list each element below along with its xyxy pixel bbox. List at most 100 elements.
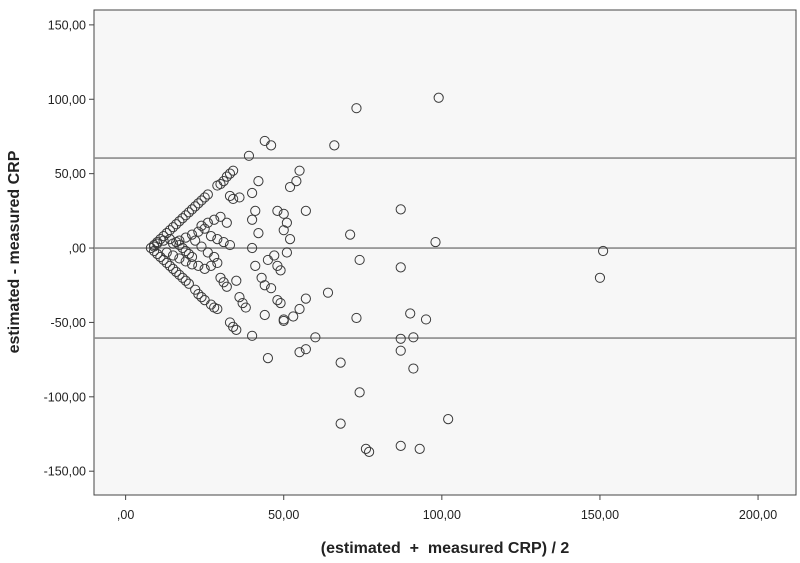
data-point: [247, 330, 258, 341]
data-point: [148, 241, 160, 252]
data-point: [167, 222, 179, 233]
data-point: [158, 254, 169, 266]
data-point: [405, 308, 416, 319]
data-point: [174, 239, 185, 251]
data-point: [212, 234, 223, 245]
data-point: [193, 198, 204, 209]
data-point: [228, 165, 239, 176]
data-point: [395, 440, 406, 452]
y-tick-label: 100,00: [48, 93, 86, 107]
data-point: [205, 231, 217, 242]
data-point: [278, 208, 289, 219]
x-axis-title: (estimated + measured CRP) / 2: [321, 540, 570, 557]
data-point: [152, 248, 163, 260]
data-point: [281, 217, 292, 228]
data-point: [395, 262, 406, 273]
data-point: [152, 238, 163, 249]
data-point: [262, 353, 274, 364]
data-points: [145, 92, 609, 457]
data-point: [180, 275, 191, 286]
data-point: [433, 92, 444, 103]
x-tick-label: 50,00: [268, 508, 299, 522]
data-point: [408, 363, 419, 374]
data-point: [395, 204, 406, 215]
y-axis-title: estimated - measured CRP: [6, 150, 23, 353]
plot-area: [93, 9, 797, 496]
data-point: [231, 324, 242, 335]
data-point: [171, 266, 182, 277]
data-point: [275, 297, 286, 309]
data-point: [284, 181, 296, 193]
data-point: [408, 332, 419, 343]
data-point: [345, 229, 356, 240]
data-point: [281, 247, 292, 258]
data-point: [284, 234, 296, 245]
data-point: [180, 232, 191, 243]
y-tick-label: 150,00: [48, 18, 86, 32]
data-point: [164, 260, 175, 271]
data-point: [354, 387, 365, 398]
data-point: [294, 303, 305, 315]
data-point: [294, 347, 305, 358]
y-tick-label: 50,00: [55, 167, 86, 181]
data-point: [300, 205, 311, 216]
data-point: [420, 314, 432, 325]
data-point: [259, 280, 270, 291]
data-point: [265, 140, 277, 151]
data-point: [180, 256, 191, 267]
data-point: [199, 192, 210, 203]
data-point: [395, 345, 406, 356]
data-point: [193, 226, 204, 237]
data-point: [291, 175, 302, 187]
data-point: [231, 275, 242, 286]
data-point: [221, 281, 232, 292]
data-point: [167, 238, 179, 249]
data-point: [202, 217, 213, 228]
data-point: [218, 236, 229, 248]
data-point: [177, 272, 188, 283]
data-point: [310, 332, 321, 343]
data-point: [183, 248, 194, 260]
data-point: [228, 321, 239, 332]
data-point: [186, 229, 198, 240]
data-point: [209, 214, 220, 225]
y-tick-label: -100,00: [44, 390, 86, 404]
data-point: [335, 357, 346, 368]
data-point: [171, 219, 182, 230]
data-point: [212, 257, 223, 269]
data-point: [278, 315, 289, 327]
data-point: [247, 214, 258, 225]
data-point: [215, 211, 226, 222]
data-point: [221, 217, 232, 228]
data-point: [234, 192, 245, 203]
data-point: [351, 312, 362, 324]
data-point: [294, 165, 305, 176]
data-point: [215, 178, 226, 190]
data-point: [228, 193, 239, 205]
data-point: [177, 242, 188, 254]
data-point: [322, 287, 334, 298]
reference-lines: [94, 157, 796, 339]
data-point: [190, 201, 201, 212]
data-point: [300, 293, 311, 304]
data-point: [205, 260, 217, 271]
data-point: [364, 446, 375, 457]
data-point: [395, 333, 406, 344]
data-point: [190, 235, 201, 246]
data-point: [224, 168, 236, 179]
data-point: [183, 278, 194, 289]
x-tick-label: ,00: [117, 508, 134, 522]
data-point: [351, 103, 362, 114]
x-tick-label: 150,00: [581, 508, 619, 522]
data-point: [209, 251, 220, 263]
data-point: [272, 295, 283, 306]
data-point: [253, 175, 264, 187]
data-point: [174, 253, 185, 264]
data-point: [237, 297, 248, 309]
data-point: [193, 289, 204, 300]
data-point: [167, 250, 179, 261]
data-point: [278, 225, 289, 236]
data-point: [180, 210, 191, 221]
data-point: [196, 292, 207, 303]
